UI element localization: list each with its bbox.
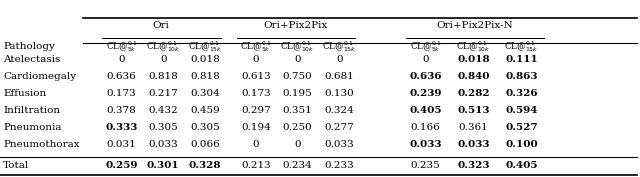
Text: 0.033: 0.033	[324, 140, 354, 149]
Text: 0.297: 0.297	[241, 106, 271, 115]
Text: 0.840: 0.840	[458, 72, 490, 81]
Text: 0.259: 0.259	[106, 161, 138, 170]
Text: 0.033: 0.033	[148, 140, 178, 149]
Text: 0.018: 0.018	[190, 55, 220, 64]
Text: 0.305: 0.305	[190, 123, 220, 132]
Text: 0.235: 0.235	[411, 161, 440, 170]
Text: 0.636: 0.636	[107, 72, 136, 81]
Text: 0.636: 0.636	[410, 72, 442, 81]
Text: Pathology: Pathology	[3, 42, 55, 51]
Text: 0.018: 0.018	[458, 55, 490, 64]
Text: 0.513: 0.513	[458, 106, 490, 115]
Text: CL@$^{0.1}_{10k}$: CL@$^{0.1}_{10k}$	[456, 39, 491, 54]
Text: 0: 0	[253, 140, 259, 149]
Text: 0.130: 0.130	[324, 89, 354, 98]
Text: 0.378: 0.378	[107, 106, 136, 115]
Text: 0.173: 0.173	[241, 89, 271, 98]
Text: 0.234: 0.234	[283, 161, 312, 170]
Text: Ori+Pix2Pix: Ori+Pix2Pix	[264, 21, 328, 30]
Text: Ori: Ori	[153, 21, 170, 30]
Text: 0.277: 0.277	[324, 123, 354, 132]
Text: CL@$^{0.1}_{10k}$: CL@$^{0.1}_{10k}$	[280, 39, 315, 54]
Text: 0.750: 0.750	[283, 72, 312, 81]
Text: 0.100: 0.100	[505, 140, 538, 149]
Text: 0: 0	[253, 55, 259, 64]
Text: 0: 0	[294, 140, 301, 149]
Text: 0.031: 0.031	[107, 140, 136, 149]
Text: Atelectasis: Atelectasis	[3, 55, 61, 64]
Text: 0.323: 0.323	[458, 161, 490, 170]
Text: Pneumonia: Pneumonia	[3, 123, 61, 132]
Text: 0.328: 0.328	[189, 161, 221, 170]
Text: 0: 0	[336, 55, 342, 64]
Text: 0.681: 0.681	[324, 72, 354, 81]
Text: 0.613: 0.613	[241, 72, 271, 81]
Text: 0.282: 0.282	[458, 89, 490, 98]
Text: CL@$^{0.1}_{15k}$: CL@$^{0.1}_{15k}$	[188, 39, 222, 54]
Text: 0.527: 0.527	[506, 123, 538, 132]
Text: CL@$^{0.1}_{5k}$: CL@$^{0.1}_{5k}$	[410, 39, 442, 54]
Text: Ori+Pix2Pix-N: Ori+Pix2Pix-N	[436, 21, 513, 30]
Text: 0.173: 0.173	[107, 89, 136, 98]
Text: CL@$^{0.1}_{10k}$: CL@$^{0.1}_{10k}$	[146, 39, 180, 54]
Text: 0.213: 0.213	[241, 161, 271, 170]
Text: 0: 0	[160, 55, 166, 64]
Text: 0.818: 0.818	[148, 72, 178, 81]
Text: 0.405: 0.405	[410, 106, 442, 115]
Text: 0.194: 0.194	[241, 123, 271, 132]
Text: CL@$^{0.1}_{15k}$: CL@$^{0.1}_{15k}$	[504, 39, 539, 54]
Text: CL@$^{0.1}_{5k}$: CL@$^{0.1}_{5k}$	[106, 39, 138, 54]
Text: 0.863: 0.863	[506, 72, 538, 81]
Text: 0.304: 0.304	[190, 89, 220, 98]
Text: 0: 0	[294, 55, 301, 64]
Text: 0.250: 0.250	[283, 123, 312, 132]
Text: 0.233: 0.233	[324, 161, 354, 170]
Text: Effusion: Effusion	[3, 89, 47, 98]
Text: 0.594: 0.594	[506, 106, 538, 115]
Text: 0.066: 0.066	[190, 140, 220, 149]
Text: 0.195: 0.195	[283, 89, 312, 98]
Text: 0.239: 0.239	[410, 89, 442, 98]
Text: Total: Total	[3, 161, 29, 170]
Text: 0: 0	[422, 55, 429, 64]
Text: Pneumothorax: Pneumothorax	[3, 140, 80, 149]
Text: 0.033: 0.033	[458, 140, 490, 149]
Text: 0.405: 0.405	[506, 161, 538, 170]
Text: CL@$^{0.1}_{5k}$: CL@$^{0.1}_{5k}$	[240, 39, 272, 54]
Text: 0.361: 0.361	[459, 123, 488, 132]
Text: 0.818: 0.818	[190, 72, 220, 81]
Text: 0.217: 0.217	[148, 89, 178, 98]
Text: 0.459: 0.459	[190, 106, 220, 115]
Text: 0.326: 0.326	[506, 89, 538, 98]
Text: Infiltration: Infiltration	[3, 106, 60, 115]
Text: 0.333: 0.333	[106, 123, 138, 132]
Text: 0.432: 0.432	[148, 106, 178, 115]
Text: 0: 0	[118, 55, 125, 64]
Text: 0.166: 0.166	[411, 123, 440, 132]
Text: Cardiomegaly: Cardiomegaly	[3, 72, 76, 81]
Text: 0.351: 0.351	[283, 106, 312, 115]
Text: CL@$^{0.1}_{15k}$: CL@$^{0.1}_{15k}$	[322, 39, 356, 54]
Text: 0.111: 0.111	[505, 55, 538, 64]
Text: 0.301: 0.301	[147, 161, 179, 170]
Text: 0.033: 0.033	[410, 140, 442, 149]
Text: 0.324: 0.324	[324, 106, 354, 115]
Text: 0.305: 0.305	[148, 123, 178, 132]
